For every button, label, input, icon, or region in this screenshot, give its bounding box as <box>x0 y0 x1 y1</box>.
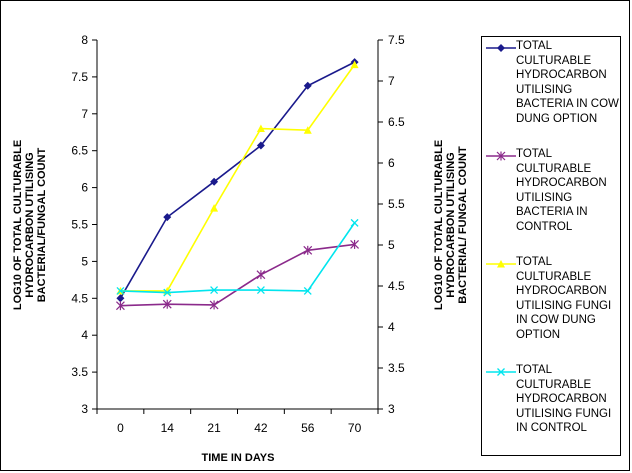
y2-tick-label: 5 <box>388 238 395 252</box>
axis-title-line: BACTERIAL/FUNGAL COUNT <box>36 148 48 303</box>
series-3-point <box>303 126 312 134</box>
axis-title-line: HYDROCARBON UTILISING <box>24 152 36 297</box>
series-2-point <box>209 300 219 310</box>
legend-marker <box>497 368 505 376</box>
x-tick-label: 70 <box>348 421 362 435</box>
series-2-point <box>115 301 125 311</box>
series-4-point <box>350 218 359 227</box>
legend-marker <box>497 260 505 268</box>
series-1-point <box>256 141 265 150</box>
legend-label: TOTAL CULTURABLE HYDROCARBON UTILISING F… <box>516 256 612 341</box>
y-tick-label: 7 <box>81 107 88 121</box>
series-1-point <box>163 213 172 222</box>
legend-key <box>486 151 516 161</box>
series-4-point <box>163 288 172 297</box>
y2-axis-ticks: 3 3.5 4 4.5 5 5.5 6 6.5 7 7.5 <box>378 33 405 416</box>
legend-key <box>486 260 516 268</box>
x-tick-label: 0 <box>117 421 124 435</box>
y2-tick-label: 3.5 <box>388 361 405 375</box>
legend-key <box>486 368 516 376</box>
series-4-point <box>256 286 265 295</box>
legend-marker <box>497 44 505 52</box>
series-3-point <box>350 60 359 69</box>
legend-marker <box>496 151 506 161</box>
axes <box>96 40 379 410</box>
y-tick-label: 5.5 <box>71 218 88 232</box>
y-tick-label: 6.5 <box>71 144 88 158</box>
y-axis-title: LOG10 OF TOTAL CULTURABLEHYDROCARBON UTI… <box>12 140 48 310</box>
y2-tick-label: 4 <box>388 320 395 334</box>
x-axis-title: TIME IN DAYS <box>202 452 275 464</box>
series-line-4 <box>120 222 356 294</box>
y-tick-label: 8 <box>81 33 88 47</box>
series-2-point <box>162 299 172 309</box>
legend-label: TOTAL CULTURABLE HYDROCARBON UTILISING B… <box>516 148 607 233</box>
x-tick-label: 14 <box>161 421 175 435</box>
series-1-point <box>210 177 219 186</box>
y2-axis-title: LOG10 OF TOTAL CULTURABLEHYDROCARBON UTI… <box>433 140 469 310</box>
series-3-point <box>256 124 265 133</box>
series-1-point <box>116 294 125 303</box>
series-line-1 <box>119 61 355 299</box>
y2-tick-label: 6.5 <box>388 115 405 129</box>
series-group <box>115 58 360 311</box>
x-tick-label: 21 <box>207 421 221 435</box>
legend-label: TOTAL CULTURABLE HYDROCARBON UTILISING F… <box>516 364 612 434</box>
series-1-point <box>303 81 312 90</box>
y-tick-label: 3 <box>81 402 88 416</box>
series-3-point <box>210 204 219 212</box>
axis-title-line: BACTERIAL/ FUNGAL COUNT <box>457 146 469 304</box>
y-tick-label: 4 <box>81 328 88 342</box>
y-axis-ticks: 3 3.5 4 4.5 5 5.5 6 6.5 7 7.5 8 <box>71 33 97 416</box>
series-4-point <box>116 286 125 295</box>
y-tick-label: 5 <box>81 254 88 268</box>
series-2-point <box>350 239 360 249</box>
y-tick-label: 6 <box>81 181 88 195</box>
x-tick-label: 42 <box>254 421 268 435</box>
y2-tick-label: 7.5 <box>388 33 405 47</box>
y-tick-label: 3.5 <box>71 365 88 379</box>
series-4-point <box>303 286 312 295</box>
y2-tick-label: 3 <box>388 402 395 416</box>
x-axis-ticks: 0 14 21 42 56 70 <box>96 409 379 435</box>
legend-key <box>486 44 516 52</box>
y2-tick-label: 7 <box>388 74 395 88</box>
y2-tick-label: 6 <box>388 156 395 170</box>
axis-title-line: HYDROCARBON UTILISING <box>445 152 457 297</box>
axis-title-line: LOG10 OF TOTAL CULTURABLE <box>12 140 24 310</box>
series-2-point <box>303 245 313 255</box>
series-2-point <box>256 270 266 280</box>
y-tick-label: 7.5 <box>71 70 88 84</box>
series-4-point <box>210 286 219 295</box>
y2-tick-label: 4.5 <box>388 279 405 293</box>
legend: TOTAL CULTURABLE HYDROCARBON UTILISING B… <box>481 36 621 456</box>
y-tick-label: 4.5 <box>71 291 88 305</box>
x-tick-label: 56 <box>301 421 315 435</box>
y2-tick-label: 5.5 <box>388 197 405 211</box>
series-line-3 <box>120 64 356 292</box>
legend-label: TOTAL CULTURABLE HYDROCARBON UTILISING B… <box>516 40 619 125</box>
axis-title-line: LOG10 OF TOTAL CULTURABLE <box>433 140 445 310</box>
